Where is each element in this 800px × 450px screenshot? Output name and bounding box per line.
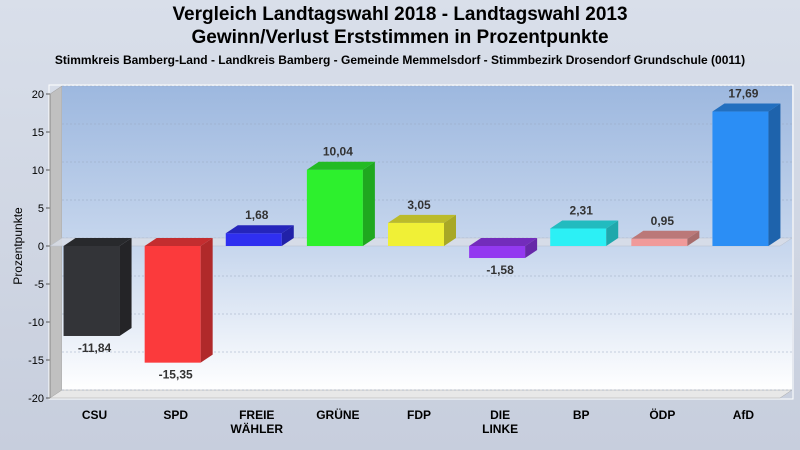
x-tick-label: FREIE WÄHLER	[230, 408, 283, 436]
data-label: 1,68	[245, 208, 269, 222]
data-label: 17,69	[728, 87, 758, 101]
data-label: 10,04	[323, 145, 353, 159]
bar-side	[362, 161, 375, 246]
data-label: -11,84	[78, 341, 112, 355]
y-tick-label: 20	[32, 89, 44, 101]
bar-top	[550, 220, 619, 229]
y-tick-label: 0	[38, 241, 44, 253]
chart-location-subtitle: Stimmkreis Bamberg-Land - Landkreis Bamb…	[54, 53, 746, 67]
data-label: 2,31	[570, 203, 594, 217]
bar	[388, 222, 444, 246]
bar	[631, 238, 688, 246]
x-tick-label: AfD	[733, 408, 755, 422]
bar	[306, 169, 363, 246]
data-label: -1,58	[486, 263, 514, 277]
y-tick-label: 15	[32, 127, 44, 139]
bar-top	[712, 103, 781, 112]
x-tick-label: CSU	[82, 408, 107, 422]
bar-side	[525, 238, 538, 259]
x-tick-label: GRÜNE	[316, 407, 359, 422]
x-tick-label: ÖDP	[649, 407, 675, 422]
bar-top	[388, 214, 456, 223]
bar-side	[119, 238, 132, 336]
chart-subtitle: Gewinn/Verlust Erststimmen in Prozentpun…	[191, 27, 609, 48]
bar-side	[200, 238, 213, 363]
bar	[225, 233, 282, 246]
x-tick-label: FDP	[407, 408, 431, 422]
y-tick-label: 10	[32, 165, 44, 177]
bar	[469, 246, 526, 259]
bar-side	[444, 214, 456, 246]
bar	[712, 111, 769, 246]
bar	[144, 246, 201, 363]
x-tick-label: SPD	[163, 408, 188, 422]
bar-top	[469, 238, 538, 246]
y-tick-label: 5	[38, 203, 44, 215]
plot-frame	[48, 84, 794, 400]
x-tick-label: BP	[573, 408, 590, 422]
y-tick-label: -10	[28, 317, 44, 329]
bar	[63, 246, 120, 336]
bar-side	[768, 103, 781, 246]
chart-title: Vergleich Landtagswahl 2018 - Landtagswa…	[172, 4, 628, 25]
bar-side	[687, 230, 700, 246]
y-tick-label: -5	[34, 279, 44, 291]
bar-top	[144, 238, 213, 246]
bar-side	[281, 225, 294, 246]
data-label: 0,95	[651, 214, 675, 228]
x-tick-label: DIE LINKE	[482, 408, 518, 436]
data-label: -15,35	[159, 368, 193, 382]
bar-top	[63, 238, 132, 246]
bar-top	[631, 230, 700, 239]
y-axis-label: Prozentpunkte	[11, 207, 25, 285]
bar-top	[225, 225, 294, 234]
y-tick-label: -15	[28, 355, 44, 367]
data-label: 3,05	[407, 198, 431, 212]
bar-side	[606, 220, 619, 246]
y-tick-label: -20	[28, 393, 44, 405]
bar	[550, 228, 607, 246]
bar-top	[306, 161, 375, 170]
plot-floor	[49, 389, 793, 399]
